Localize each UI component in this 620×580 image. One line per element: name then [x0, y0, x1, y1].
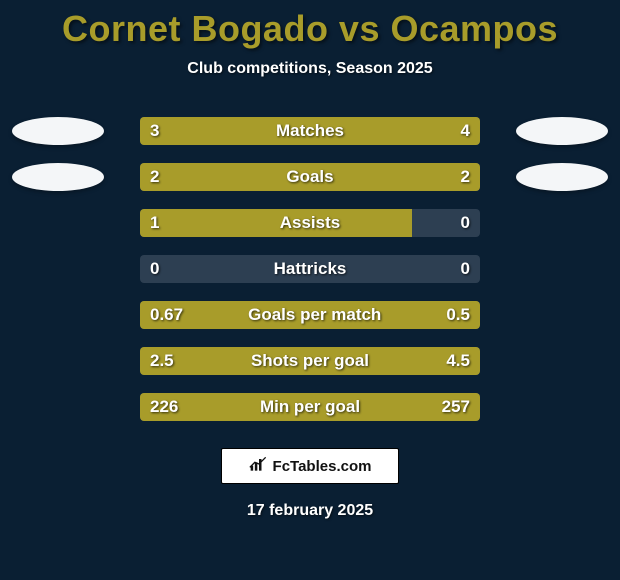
brand-badge[interactable]: FcTables.com — [221, 448, 399, 484]
metric-label: Goals — [286, 167, 333, 187]
left-value: 0 — [150, 259, 159, 279]
left-value: 2.5 — [150, 351, 174, 371]
page-title: Cornet Bogado vs Ocampos — [0, 8, 620, 50]
right-value: 257 — [442, 397, 470, 417]
bar-overlay: 1 Assists 0 — [140, 209, 480, 237]
metric-label: Matches — [276, 121, 344, 141]
brand-text: FcTables.com — [273, 458, 372, 475]
bar-track: 0.67 Goals per match 0.5 — [140, 301, 480, 329]
bar-track: 1 Assists 0 — [140, 209, 480, 237]
footer-date: 17 february 2025 — [0, 502, 620, 520]
right-value: 0 — [461, 213, 470, 233]
metric-label: Min per goal — [260, 397, 360, 417]
right-value: 0 — [461, 259, 470, 279]
right-value: 2 — [461, 167, 470, 187]
bar-overlay: 0.67 Goals per match 0.5 — [140, 301, 480, 329]
stat-row: 0.67 Goals per match 0.5 — [0, 292, 620, 338]
left-value: 3 — [150, 121, 159, 141]
left-value: 0.67 — [150, 305, 183, 325]
bar-overlay: 226 Min per goal 257 — [140, 393, 480, 421]
metric-label: Assists — [280, 213, 340, 233]
left-value: 2 — [150, 167, 159, 187]
right-value: 4.5 — [446, 351, 470, 371]
right-value: 0.5 — [446, 305, 470, 325]
metric-label: Hattricks — [274, 259, 347, 279]
metric-label: Goals per match — [248, 305, 381, 325]
stat-row: 0 Hattricks 0 — [0, 246, 620, 292]
bar-overlay: 0 Hattricks 0 — [140, 255, 480, 283]
team-oval — [12, 117, 104, 145]
bar-track: 2 Goals 2 — [140, 163, 480, 191]
bar-overlay: 2.5 Shots per goal 4.5 — [140, 347, 480, 375]
bar-track: 2.5 Shots per goal 4.5 — [140, 347, 480, 375]
right-value: 4 — [461, 121, 470, 141]
bar-overlay: 3 Matches 4 — [140, 117, 480, 145]
team-oval — [516, 163, 608, 191]
left-value: 1 — [150, 213, 159, 233]
bar-track: 226 Min per goal 257 — [140, 393, 480, 421]
team-oval — [12, 163, 104, 191]
bar-overlay: 2 Goals 2 — [140, 163, 480, 191]
stats-area: 3 Matches 4 2 Goals 2 1 Assists 0 0 Hattricks 0 0.67… — [0, 108, 620, 430]
bar-track: 0 Hattricks 0 — [140, 255, 480, 283]
stat-row: 2.5 Shots per goal 4.5 — [0, 338, 620, 384]
stat-row: 1 Assists 0 — [0, 200, 620, 246]
chart-icon — [249, 455, 269, 478]
team-oval — [516, 117, 608, 145]
metric-label: Shots per goal — [251, 351, 369, 371]
stat-row: 226 Min per goal 257 — [0, 384, 620, 430]
left-value: 226 — [150, 397, 178, 417]
bar-track: 3 Matches 4 — [140, 117, 480, 145]
subtitle: Club competitions, Season 2025 — [0, 60, 620, 78]
comparison-card: Cornet Bogado vs Ocampos Club competitio… — [0, 0, 620, 580]
